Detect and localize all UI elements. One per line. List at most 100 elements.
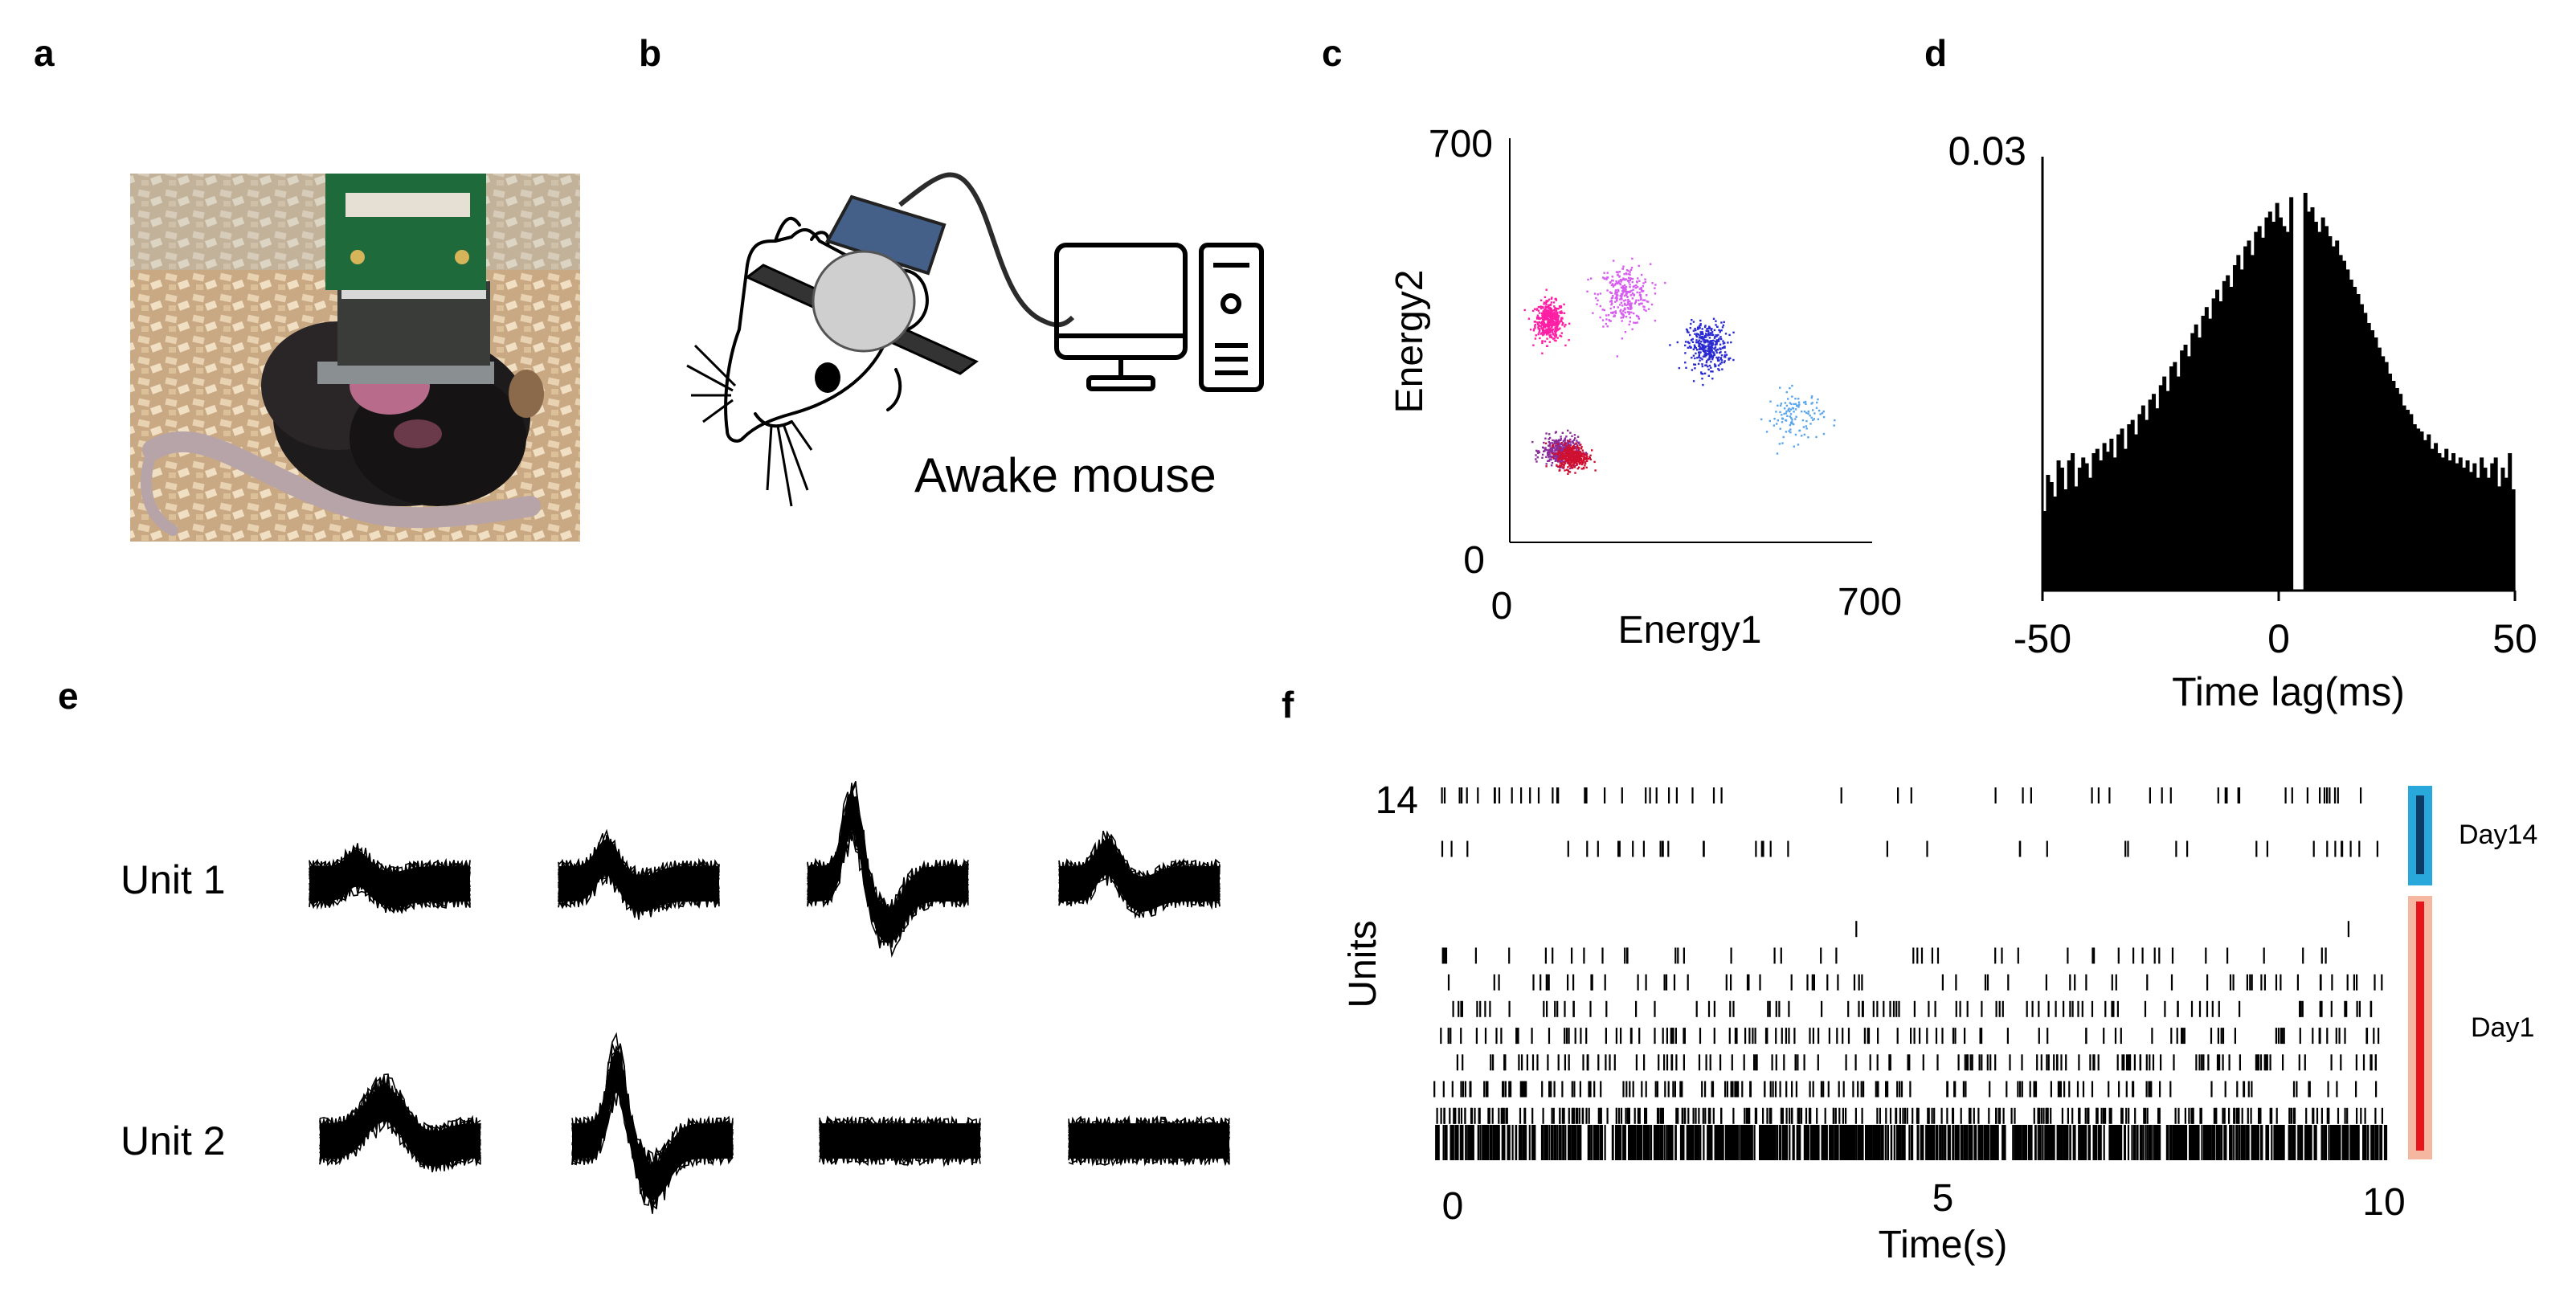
c-point	[1719, 362, 1722, 365]
c-point	[1564, 456, 1568, 458]
c-point	[1615, 295, 1617, 297]
c-point	[1570, 465, 1572, 468]
c-point	[1543, 450, 1545, 452]
d-bar	[2173, 362, 2177, 591]
c-point	[1539, 329, 1541, 332]
c-point	[1613, 311, 1615, 313]
c-point	[1695, 329, 1697, 332]
c-point	[1559, 327, 1561, 329]
c-point	[1577, 455, 1580, 457]
c-point	[1819, 413, 1822, 415]
c-point	[1723, 355, 1726, 358]
f-x-tick-10: 10	[2362, 1181, 2405, 1224]
c-point	[1560, 439, 1562, 441]
c-point	[1699, 342, 1702, 345]
c-point	[1553, 337, 1556, 339]
c-point	[1817, 418, 1820, 420]
c-point	[1710, 341, 1712, 344]
c-point	[1548, 330, 1550, 333]
d-bar	[2099, 460, 2104, 591]
c-point	[1574, 459, 1576, 461]
c-point	[1541, 312, 1544, 315]
c-point	[1794, 403, 1797, 405]
c-point	[1780, 403, 1783, 405]
c-point	[1699, 359, 1701, 362]
c-point	[1625, 286, 1627, 288]
c-point	[1587, 457, 1590, 460]
c-point	[1544, 332, 1546, 334]
c-point	[1654, 319, 1657, 322]
c-point	[1626, 291, 1629, 293]
c-point	[1692, 354, 1695, 357]
c-point	[1728, 358, 1730, 360]
c-point	[1555, 336, 1557, 338]
c-point	[1732, 331, 1735, 333]
c-point	[1622, 291, 1625, 293]
c-point	[1556, 447, 1558, 449]
computer-tower-icon	[1199, 243, 1264, 392]
c-point	[1640, 298, 1642, 301]
d-bar	[2331, 246, 2336, 591]
c-point	[1593, 460, 1596, 464]
c-point	[1559, 321, 1561, 323]
c-point	[1556, 321, 1558, 324]
c-point	[1623, 278, 1625, 280]
c-point	[1555, 317, 1557, 320]
c-point	[1633, 293, 1635, 296]
c-point	[1581, 456, 1584, 458]
c-point	[1706, 328, 1708, 330]
d-bar	[2480, 457, 2484, 591]
c-point	[1722, 342, 1725, 345]
c-point	[1694, 333, 1696, 335]
c-point	[1705, 329, 1707, 333]
c-point	[1715, 351, 1718, 354]
c-point	[1586, 290, 1589, 292]
c-point	[1793, 445, 1795, 448]
d-bar	[2504, 477, 2509, 591]
c-point	[1572, 467, 1574, 469]
c-point	[1551, 442, 1554, 444]
c-point	[1537, 306, 1540, 309]
c-point	[1557, 460, 1560, 462]
f-y-tick-14: 14	[1376, 779, 1418, 822]
c-point	[1551, 447, 1553, 449]
c-point	[1534, 323, 1536, 326]
c-point	[1533, 328, 1535, 330]
c-point	[1797, 398, 1800, 400]
c-point	[1804, 400, 1807, 403]
c-point	[1719, 357, 1723, 359]
c-point	[1805, 411, 1808, 415]
c-point	[1613, 284, 1617, 286]
c-point	[1561, 453, 1564, 456]
c-point	[1639, 296, 1642, 298]
d-bar	[2500, 468, 2505, 591]
c-point	[1547, 453, 1549, 456]
c-point	[1791, 407, 1794, 410]
c-point	[1565, 468, 1568, 471]
d-bar	[2356, 294, 2361, 591]
c-point	[1549, 333, 1552, 337]
c-point	[1717, 364, 1720, 366]
c-point	[1715, 339, 1718, 341]
c-point	[1627, 308, 1629, 310]
c-point	[1576, 449, 1578, 452]
d-bar	[2434, 443, 2439, 591]
c-point	[1813, 412, 1816, 415]
c-point	[1552, 301, 1556, 304]
c-point	[1700, 347, 1703, 350]
c-point	[1644, 280, 1646, 284]
c-point	[1702, 338, 1704, 341]
c-point	[1760, 418, 1763, 421]
d-bar	[2511, 489, 2516, 591]
d-bar	[2127, 424, 2132, 591]
c-point	[1548, 341, 1551, 343]
c-point	[1716, 325, 1719, 328]
c-point	[1606, 272, 1609, 274]
c-point	[1711, 331, 1714, 333]
c-point	[1621, 279, 1624, 281]
c-point	[1567, 447, 1570, 449]
c-point	[1627, 303, 1629, 305]
c-point	[1580, 461, 1582, 464]
c-point	[1548, 334, 1551, 337]
d-bar	[2307, 211, 2312, 591]
